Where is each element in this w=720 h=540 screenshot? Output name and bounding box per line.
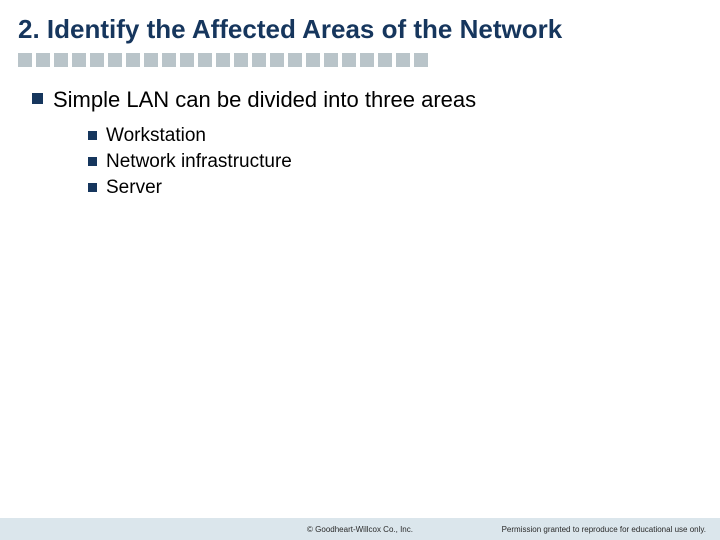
square-bullet-icon <box>88 131 97 140</box>
divider-square <box>234 53 248 67</box>
bullet-level2: Network infrastructure <box>88 151 702 173</box>
divider-square <box>18 53 32 67</box>
bullet-level1: Simple LAN can be divided into three are… <box>32 87 702 113</box>
divider-square <box>72 53 86 67</box>
divider-square <box>216 53 230 67</box>
divider-square <box>270 53 284 67</box>
divider-square <box>360 53 374 67</box>
footer-copyright: © Goodheart-Willcox Co., Inc. <box>307 525 413 534</box>
footer-permission: Permission granted to reproduce for educ… <box>413 525 706 534</box>
square-bullet-icon <box>88 183 97 192</box>
divider-square <box>126 53 140 67</box>
divider-square <box>36 53 50 67</box>
divider-square <box>180 53 194 67</box>
bullet-level1-text: Simple LAN can be divided into three are… <box>53 87 476 113</box>
divider-square <box>306 53 320 67</box>
divider-bar <box>0 53 720 73</box>
square-bullet-icon <box>88 157 97 166</box>
square-bullet-icon <box>32 93 43 104</box>
footer-bar: © Goodheart-Willcox Co., Inc. Permission… <box>0 518 720 540</box>
divider-square <box>342 53 356 67</box>
bullet-level2: Server <box>88 177 702 199</box>
divider-square <box>90 53 104 67</box>
bullet-level2-text: Network infrastructure <box>106 151 292 173</box>
bullet-level2: Workstation <box>88 125 702 147</box>
divider-square <box>324 53 338 67</box>
divider-square <box>54 53 68 67</box>
divider-square <box>288 53 302 67</box>
slide-content: Simple LAN can be divided into three are… <box>0 73 720 199</box>
divider-square <box>108 53 122 67</box>
slide: 2. Identify the Affected Areas of the Ne… <box>0 0 720 540</box>
divider-square <box>198 53 212 67</box>
divider-square <box>378 53 392 67</box>
divider-square <box>162 53 176 67</box>
divider-square <box>252 53 266 67</box>
slide-title: 2. Identify the Affected Areas of the Ne… <box>0 0 720 53</box>
divider-square <box>144 53 158 67</box>
divider-square <box>414 53 428 67</box>
bullet-level2-text: Server <box>106 177 162 199</box>
bullet-level2-text: Workstation <box>106 125 206 147</box>
divider-square <box>396 53 410 67</box>
bullet-level2-list: Workstation Network infrastructure Server <box>32 123 702 199</box>
